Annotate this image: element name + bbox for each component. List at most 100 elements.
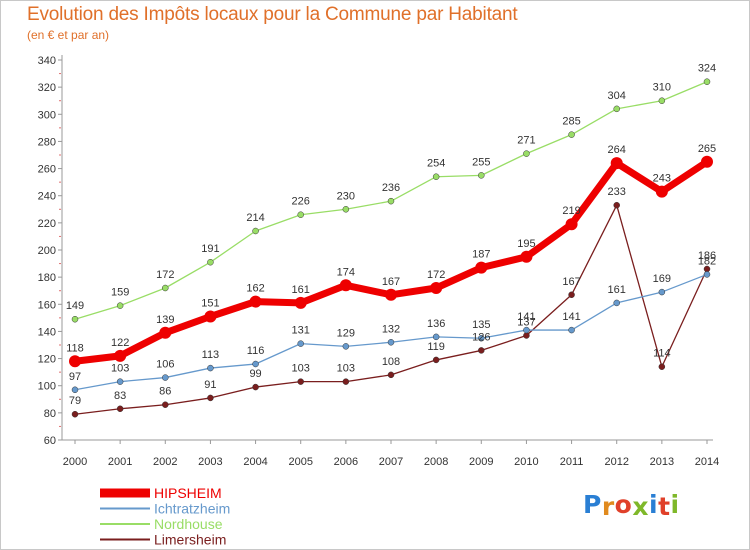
chart-title: Evolution des Impôts locaux pour la Comm… [27, 4, 518, 25]
data-label: 264 [608, 144, 626, 156]
data-point [430, 282, 443, 294]
x-tick-label: 2001 [108, 456, 132, 468]
data-point [613, 105, 620, 113]
data-point [162, 284, 169, 292]
y-tick-label: 160 [38, 299, 56, 311]
data-point [114, 349, 127, 362]
y-tick-label: 140 [38, 326, 56, 338]
data-label: 83 [114, 390, 126, 402]
x-tick-label: 2003 [198, 456, 222, 468]
data-point [523, 150, 530, 157]
data-point [297, 378, 304, 385]
data-label: 285 [562, 116, 580, 128]
data-point [297, 340, 304, 347]
data-label: 195 [517, 238, 535, 250]
data-label: 254 [427, 158, 445, 170]
data-label: 214 [246, 212, 264, 224]
data-label: 243 [653, 173, 671, 185]
data-point [342, 206, 350, 213]
data-point [71, 315, 79, 323]
data-point [613, 201, 620, 209]
x-tick-label: 2010 [514, 456, 538, 468]
data-label: 91 [204, 379, 216, 391]
y-tick-label: 240 [38, 191, 56, 203]
data-label: 236 [382, 182, 400, 194]
data-label: 186 [698, 250, 716, 262]
data-label: 114 [653, 348, 671, 360]
data-label: 103 [111, 363, 129, 375]
data-point [252, 360, 259, 368]
data-point [159, 326, 172, 339]
proxiti-logo: Proxiti [583, 490, 680, 521]
data-point [294, 296, 307, 309]
data-label: 139 [156, 314, 174, 326]
data-label: 119 [427, 341, 445, 353]
data-label: 172 [156, 269, 174, 281]
data-point [432, 333, 440, 341]
data-point [385, 288, 397, 301]
data-labels: 149 159 172 191 214 226 230 236 254 255 271 285 304 3… [66, 63, 716, 408]
data-label: 135 [472, 319, 490, 331]
data-point [162, 374, 169, 381]
x-tick-label: 2006 [334, 456, 358, 468]
data-point [71, 386, 79, 394]
data-point [658, 288, 666, 296]
data-label: 126 [472, 331, 490, 343]
data-label: 103 [337, 363, 355, 375]
data-point [703, 78, 711, 85]
data-point [658, 363, 666, 370]
y-tick-label: 320 [38, 82, 56, 94]
y-tick-label: 280 [38, 136, 56, 148]
data-point [342, 378, 350, 385]
data-point [162, 401, 169, 408]
data-label: 108 [382, 356, 400, 368]
data-point [116, 302, 124, 309]
data-label: 141 [562, 311, 580, 323]
data-point [568, 291, 575, 299]
data-point [658, 97, 666, 104]
data-point [613, 299, 620, 307]
data-label: 129 [337, 327, 355, 339]
series-line [74, 204, 708, 415]
data-point [297, 211, 304, 218]
data-label: 162 [246, 283, 264, 295]
x-tick-label: 2005 [288, 456, 312, 468]
data-point [478, 172, 485, 179]
data-label: 141 [517, 311, 535, 323]
legend-label: Limersheim [154, 532, 226, 548]
data-label: 169 [653, 273, 671, 285]
data-point [478, 347, 485, 354]
data-label: 174 [337, 266, 355, 278]
data-label: 265 [698, 143, 716, 155]
series-layer [69, 78, 713, 418]
data-label: 136 [427, 318, 445, 330]
data-point [520, 250, 533, 263]
data-label: 113 [202, 349, 220, 361]
series-hipsheim [69, 155, 713, 368]
y-tick-label: 180 [38, 272, 56, 284]
data-point [116, 405, 124, 413]
legend-label: HIPSHEIM [154, 485, 222, 501]
x-tick-label: 2012 [604, 456, 628, 468]
data-point [568, 326, 575, 334]
x-tick-label: 2009 [469, 456, 493, 468]
series-ichtratzheim [71, 271, 711, 394]
data-point [339, 279, 352, 292]
data-point [207, 394, 214, 402]
series-limersheim [71, 201, 711, 418]
y-tick-label: 60 [44, 435, 56, 447]
data-label: 103 [292, 363, 310, 375]
data-point [701, 155, 713, 168]
data-label: 233 [608, 186, 626, 198]
chart-subtitle: (en € et par an) [27, 28, 110, 42]
data-label: 131 [292, 325, 310, 337]
data-label: 132 [382, 323, 400, 335]
data-point [523, 326, 530, 334]
data-label: 106 [156, 359, 174, 371]
data-point [432, 173, 440, 180]
y-tick-label: 260 [38, 164, 56, 176]
data-point [478, 334, 485, 342]
data-label: 191 [201, 243, 219, 255]
data-point [565, 218, 578, 231]
